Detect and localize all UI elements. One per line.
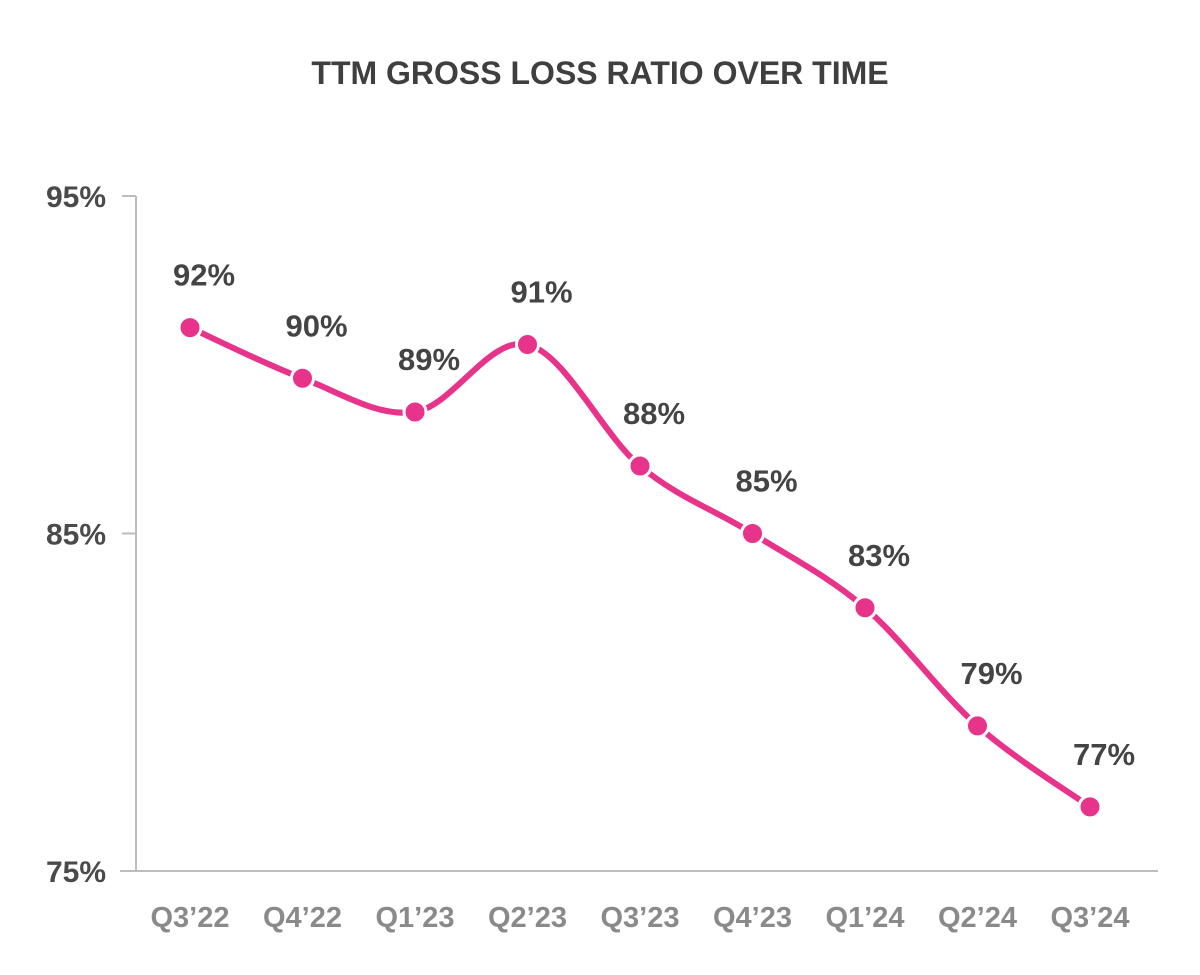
data-label: 90% [285, 308, 347, 343]
x-tick-label: Q1’23 [376, 902, 455, 934]
x-tick-label: Q1’24 [826, 902, 905, 934]
x-tick-label: Q4’22 [263, 902, 342, 934]
data-point [515, 332, 540, 357]
x-tick-label: Q2’24 [938, 902, 1017, 934]
data-label: 85% [735, 464, 797, 499]
chart-title: TTM GROSS LOSS RATIO OVER TIME [311, 55, 888, 91]
x-tick-label: Q4’23 [713, 902, 792, 934]
data-label: 89% [398, 342, 460, 377]
data-label: 91% [510, 275, 572, 310]
y-axis-ticks: 75% 85% 95% [46, 181, 136, 889]
data-point [740, 521, 765, 546]
y-tick-label: 85% [46, 519, 106, 552]
data-point [965, 713, 990, 739]
x-tick-label: Q2’23 [488, 902, 567, 934]
data-point [1077, 794, 1103, 820]
y-tick-label: 95% [46, 181, 106, 214]
x-axis-ticks: Q3’22 Q4’22 Q1’23 Q2’23 Q3’23 Q4’23 Q1’24 Q2’24… [151, 902, 1130, 934]
y-tick-label: 75% [46, 856, 106, 889]
x-tick-label: Q3’22 [151, 902, 230, 934]
data-point [852, 595, 878, 621]
data-label: 77% [1073, 737, 1135, 772]
data-label: 79% [960, 656, 1022, 691]
data-point [177, 315, 203, 341]
data-label: 92% [173, 258, 235, 293]
data-label: 83% [848, 538, 910, 573]
x-tick-label: Q3’23 [601, 902, 680, 934]
data-point [402, 399, 428, 425]
x-tick-label: Q3’24 [1051, 902, 1130, 934]
data-label: 88% [623, 396, 685, 431]
data-labels: 92% 90% 89% 91% 88% 85% 83% 79% 77% [173, 258, 1135, 772]
data-points [177, 315, 1103, 820]
data-point [290, 365, 315, 391]
data-point [627, 453, 653, 479]
